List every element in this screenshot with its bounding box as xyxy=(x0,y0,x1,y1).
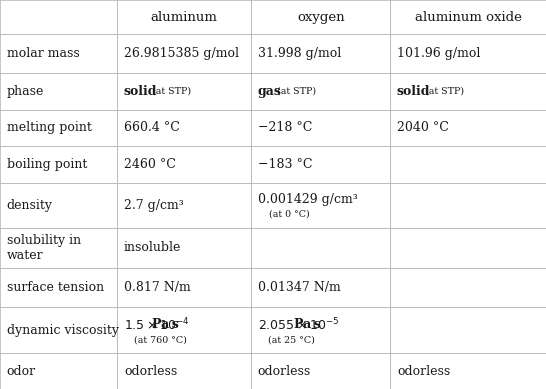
Text: gas: gas xyxy=(258,85,282,98)
Text: (at 25 °C): (at 25 °C) xyxy=(268,336,314,345)
Text: melting point: melting point xyxy=(7,121,91,135)
Text: solubility in
water: solubility in water xyxy=(7,234,81,262)
Text: Pa s: Pa s xyxy=(152,318,179,331)
Text: $\mathregular{2.055\times10}^{-5}$: $\mathregular{2.055\times10}^{-5}$ xyxy=(258,316,339,333)
Text: molar mass: molar mass xyxy=(7,47,79,60)
Text: boiling point: boiling point xyxy=(7,158,87,171)
Text: insoluble: insoluble xyxy=(124,242,181,254)
Text: (at 760 °C): (at 760 °C) xyxy=(134,336,187,345)
Text: 0.817 N/m: 0.817 N/m xyxy=(124,281,191,294)
Text: solid: solid xyxy=(124,85,157,98)
Text: odorless: odorless xyxy=(258,365,311,378)
Text: density: density xyxy=(7,199,52,212)
Text: $\mathregular{1.5\times10}^{-4}$: $\mathregular{1.5\times10}^{-4}$ xyxy=(124,316,189,333)
Text: 2040 °C: 2040 °C xyxy=(397,121,449,135)
Text: 31.998 g/mol: 31.998 g/mol xyxy=(258,47,341,60)
Text: solid: solid xyxy=(397,85,430,98)
Text: phase: phase xyxy=(7,85,44,98)
Text: 0.001429 g/cm³: 0.001429 g/cm³ xyxy=(258,193,358,206)
Text: 2.7 g/cm³: 2.7 g/cm³ xyxy=(124,199,183,212)
Text: (at STP): (at STP) xyxy=(277,87,317,96)
Text: aluminum oxide: aluminum oxide xyxy=(415,11,521,23)
Text: 2460 °C: 2460 °C xyxy=(124,158,176,171)
Text: aluminum: aluminum xyxy=(151,11,218,23)
Text: (at STP): (at STP) xyxy=(152,87,192,96)
Text: 0.01347 N/m: 0.01347 N/m xyxy=(258,281,341,294)
Text: 101.96 g/mol: 101.96 g/mol xyxy=(397,47,480,60)
Text: surface tension: surface tension xyxy=(7,281,104,294)
Text: odorless: odorless xyxy=(397,365,450,378)
Text: odor: odor xyxy=(7,365,35,378)
Text: −218 °C: −218 °C xyxy=(258,121,312,135)
Text: Pa s: Pa s xyxy=(294,318,321,331)
Text: 660.4 °C: 660.4 °C xyxy=(124,121,180,135)
Text: oxygen: oxygen xyxy=(297,11,345,23)
Text: odorless: odorless xyxy=(124,365,177,378)
Text: (at 0 °C): (at 0 °C) xyxy=(269,210,310,219)
Text: −183 °C: −183 °C xyxy=(258,158,312,171)
Text: 26.9815385 g/mol: 26.9815385 g/mol xyxy=(124,47,239,60)
Text: (at STP): (at STP) xyxy=(425,87,465,96)
Text: dynamic viscosity: dynamic viscosity xyxy=(7,324,118,336)
